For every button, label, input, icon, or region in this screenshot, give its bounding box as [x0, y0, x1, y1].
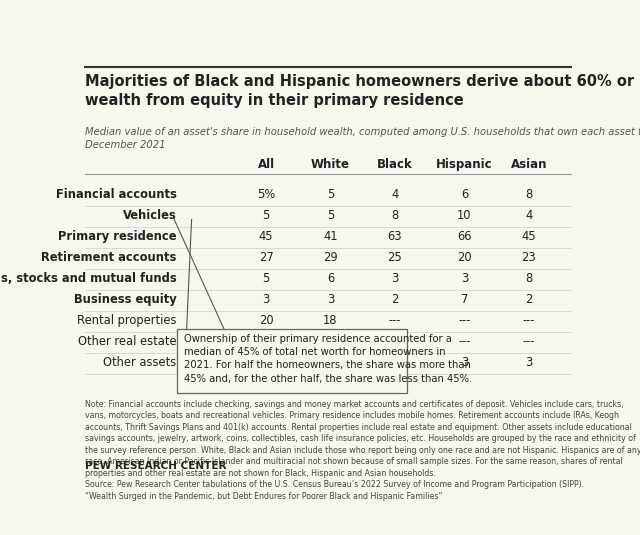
Text: 3: 3: [461, 272, 468, 285]
Text: 63: 63: [388, 230, 403, 243]
Text: 2: 2: [525, 293, 532, 306]
Text: 3: 3: [391, 272, 399, 285]
Text: 5%: 5%: [257, 188, 275, 201]
Text: Vehicles: Vehicles: [123, 209, 177, 222]
Text: Hispanic: Hispanic: [436, 158, 493, 171]
Text: ---: ---: [458, 314, 470, 327]
Text: 8: 8: [525, 188, 532, 201]
Text: Bonds, stocks and mutual funds: Bonds, stocks and mutual funds: [0, 272, 177, 285]
Text: 8: 8: [525, 272, 532, 285]
Text: 10: 10: [259, 335, 273, 348]
Text: Median value of an asset's share in household wealth, computed among U.S. househ: Median value of an asset's share in hous…: [85, 127, 640, 150]
Text: All: All: [257, 158, 275, 171]
Text: Majorities of Black and Hispanic homeowners derive about 60% or more of their
we: Majorities of Black and Hispanic homeown…: [85, 74, 640, 108]
Text: 7: 7: [391, 356, 399, 369]
Text: 45: 45: [259, 230, 273, 243]
Text: 10: 10: [457, 209, 472, 222]
Text: 5: 5: [262, 272, 269, 285]
Text: Primary residence: Primary residence: [58, 230, 177, 243]
Text: 4: 4: [391, 188, 399, 201]
Text: 66: 66: [457, 230, 472, 243]
Text: Asian: Asian: [511, 158, 547, 171]
Text: 29: 29: [323, 251, 338, 264]
Text: 20: 20: [457, 251, 472, 264]
Text: 5: 5: [327, 188, 334, 201]
Text: Other assets: Other assets: [104, 356, 177, 369]
Text: Note: Financial accounts include checking, savings and money market accounts and: Note: Financial accounts include checkin…: [85, 400, 640, 501]
Text: Other real estate: Other real estate: [78, 335, 177, 348]
Text: 20: 20: [259, 314, 273, 327]
Text: 27: 27: [259, 251, 273, 264]
Text: Black: Black: [377, 158, 413, 171]
FancyBboxPatch shape: [177, 328, 408, 393]
Text: 3: 3: [262, 293, 269, 306]
Text: 3: 3: [525, 356, 532, 369]
Text: PEW RESEARCH CENTER: PEW RESEARCH CENTER: [85, 461, 227, 471]
Text: 5: 5: [262, 209, 269, 222]
Text: 7: 7: [461, 293, 468, 306]
Text: ---: ---: [523, 335, 535, 348]
Text: Ownership of their primary residence accounted for a
median of 45% of total net : Ownership of their primary residence acc…: [184, 334, 472, 384]
Text: 25: 25: [388, 251, 403, 264]
Text: Business equity: Business equity: [74, 293, 177, 306]
Text: 18: 18: [323, 314, 338, 327]
Text: ---: ---: [458, 335, 470, 348]
Text: 6: 6: [461, 188, 468, 201]
Text: 45: 45: [522, 230, 536, 243]
Text: 3: 3: [461, 356, 468, 369]
Text: 4: 4: [262, 356, 269, 369]
Text: 4: 4: [525, 209, 532, 222]
Text: Rental properties: Rental properties: [77, 314, 177, 327]
Text: 4: 4: [327, 356, 334, 369]
Text: 5: 5: [327, 209, 334, 222]
Text: ---: ---: [523, 314, 535, 327]
Text: 6: 6: [327, 272, 334, 285]
Text: ---: ---: [388, 314, 401, 327]
Text: 10: 10: [323, 335, 338, 348]
Text: 3: 3: [327, 293, 334, 306]
Text: Retirement accounts: Retirement accounts: [42, 251, 177, 264]
Text: Financial accounts: Financial accounts: [56, 188, 177, 201]
Text: 23: 23: [522, 251, 536, 264]
Text: 2: 2: [391, 293, 399, 306]
Text: 41: 41: [323, 230, 338, 243]
Text: 8: 8: [391, 209, 399, 222]
Text: White: White: [311, 158, 350, 171]
Text: ---: ---: [388, 335, 401, 348]
